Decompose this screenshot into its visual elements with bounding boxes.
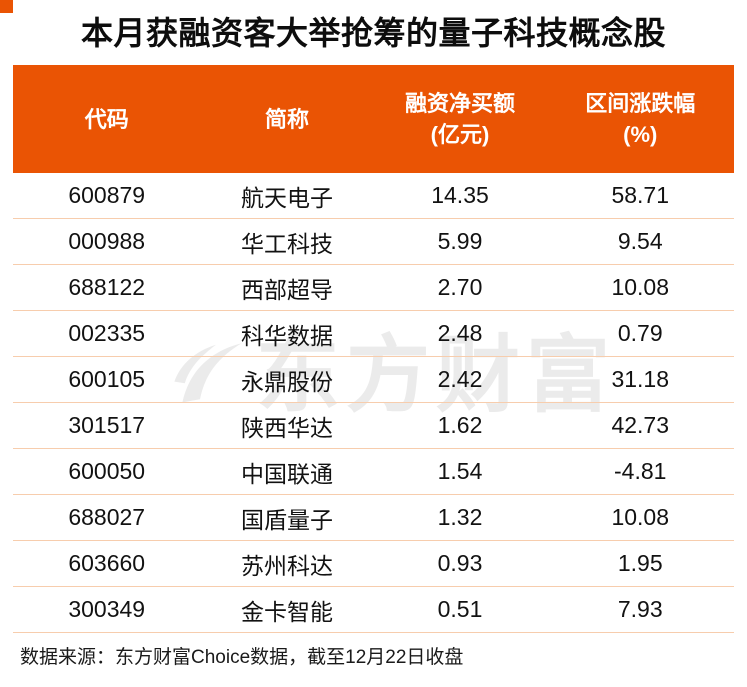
name-cell: 科华数据 [240, 322, 333, 349]
name-cell: 苏州科达 [240, 552, 333, 579]
code-cell: 603660 [68, 550, 146, 576]
table-row: 603660 苏州科达 0.93 1.95 [13, 541, 734, 587]
net-buy-cell: 0.93 [437, 550, 483, 576]
net-buy-cell: 1.54 [437, 458, 483, 484]
change-cell: 58.71 [611, 182, 670, 208]
code-cell: 000988 [68, 228, 146, 254]
change-cell: 42.73 [611, 412, 670, 438]
corner-accent-square [0, 0, 13, 13]
change-cell: -4.81 [614, 458, 667, 484]
net-buy-cell: 2.70 [437, 274, 483, 300]
code-cell: 600050 [68, 458, 146, 484]
table-row: 002335 科华数据 2.48 0.79 [13, 311, 734, 357]
name-cell: 永鼎股份 [240, 368, 333, 395]
page-title: 本月获融资客大举抢筹的量子科技概念股 [80, 15, 666, 51]
table-row: 000988 华工科技 5.99 9.54 [13, 219, 734, 265]
name-cell: 中国联通 [240, 460, 333, 487]
table-header-row: 代码 简称 融资净买额 (亿元) 区间涨跌幅 (%) [13, 65, 734, 173]
net-buy-cell: 2.48 [437, 320, 483, 346]
net-buy-cell: 14.35 [431, 182, 489, 208]
code-cell: 688027 [68, 504, 146, 530]
name-cell: 国盾量子 [240, 506, 333, 533]
column-header: 区间涨跌幅 (%) [585, 91, 696, 147]
change-cell: 10.08 [611, 274, 670, 300]
net-buy-cell: 1.62 [437, 412, 483, 438]
code-cell: 688122 [68, 274, 146, 300]
net-buy-cell: 5.99 [437, 228, 483, 254]
data-source-note: 数据来源：东方财富Choice数据，截至12月22日收盘 [20, 647, 464, 668]
change-cell: 31.18 [611, 366, 670, 392]
change-cell: 7.93 [617, 596, 663, 622]
name-cell: 华工科技 [240, 230, 333, 257]
table-row: 688027 国盾量子 1.32 10.08 [13, 495, 734, 541]
name-cell: 航天电子 [240, 184, 333, 211]
column-header: 简称 [264, 106, 309, 132]
code-cell: 300349 [68, 596, 146, 622]
table-row: 301517 陕西华达 1.62 42.73 [13, 403, 734, 449]
table-row: 600879 航天电子 14.35 58.71 [13, 173, 734, 219]
change-cell: 0.79 [617, 320, 663, 346]
net-buy-cell: 1.32 [437, 504, 483, 530]
code-cell: 600105 [68, 366, 146, 392]
table-row: 300349 金卡智能 0.51 7.93 [13, 587, 734, 633]
change-cell: 1.95 [617, 550, 663, 576]
name-cell: 金卡智能 [240, 598, 333, 625]
name-cell: 陕西华达 [240, 414, 333, 441]
eastmoney-swoosh-icon [168, 332, 248, 417]
stock-table: 代码 简称 融资净买额 (亿元) 区间涨跌幅 (%) 600879 航天电子 14.35 58.… [13, 65, 734, 633]
table-row: 600050 中国联通 1.54 -4.81 [13, 449, 734, 495]
table-body: 600879 航天电子 14.35 58.71 000988 华工科技 5.99 9.54 68… [13, 173, 734, 633]
net-buy-cell: 0.51 [437, 596, 483, 622]
name-cell: 西部超导 [240, 276, 333, 303]
table-row: 600105 永鼎股份 2.42 31.18 [13, 357, 734, 403]
table-row: 688122 西部超导 2.70 10.08 [13, 265, 734, 311]
code-cell: 002335 [68, 320, 146, 346]
column-header: 融资净买额 (亿元) [404, 91, 515, 147]
change-cell: 9.54 [617, 228, 663, 254]
code-cell: 600879 [68, 182, 146, 208]
code-cell: 301517 [68, 412, 146, 438]
net-buy-cell: 2.42 [437, 366, 483, 392]
change-cell: 10.08 [611, 504, 670, 530]
column-header: 代码 [84, 106, 129, 132]
